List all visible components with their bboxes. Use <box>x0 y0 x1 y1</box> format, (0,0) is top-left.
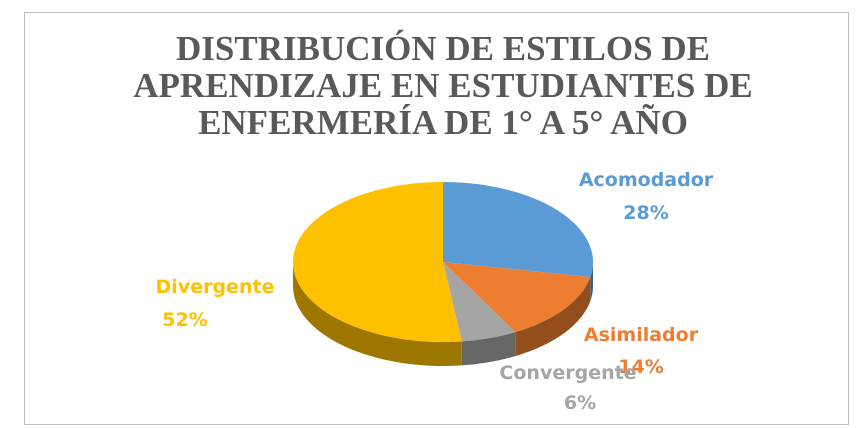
data-label-name: Asimilador <box>584 324 699 346</box>
data-label-value: 14% <box>618 356 663 378</box>
slice-side <box>461 332 516 366</box>
slice <box>443 182 593 277</box>
data-label-value: 52% <box>162 309 207 331</box>
data-label-name: Acomodador <box>579 169 714 191</box>
data-label-name: Divergente <box>156 276 275 298</box>
data-label-value: 6% <box>564 392 596 414</box>
chart-title: DISTRIBUCIÓN DE ESTILOS DE <box>176 28 710 68</box>
slice <box>443 262 516 342</box>
chart-title: ENFERMERÍA DE 1° A 5° AÑO <box>198 103 688 142</box>
slice-side <box>293 262 462 366</box>
slice-side <box>590 262 593 301</box>
data-label-name: Convergente <box>499 362 636 384</box>
slice <box>292 182 462 342</box>
data-label-value: 28% <box>623 202 668 224</box>
slice-side <box>515 276 591 357</box>
chart-title: APRENDIZAJE EN ESTUDIANTES DE <box>133 66 752 105</box>
slice <box>443 262 591 333</box>
